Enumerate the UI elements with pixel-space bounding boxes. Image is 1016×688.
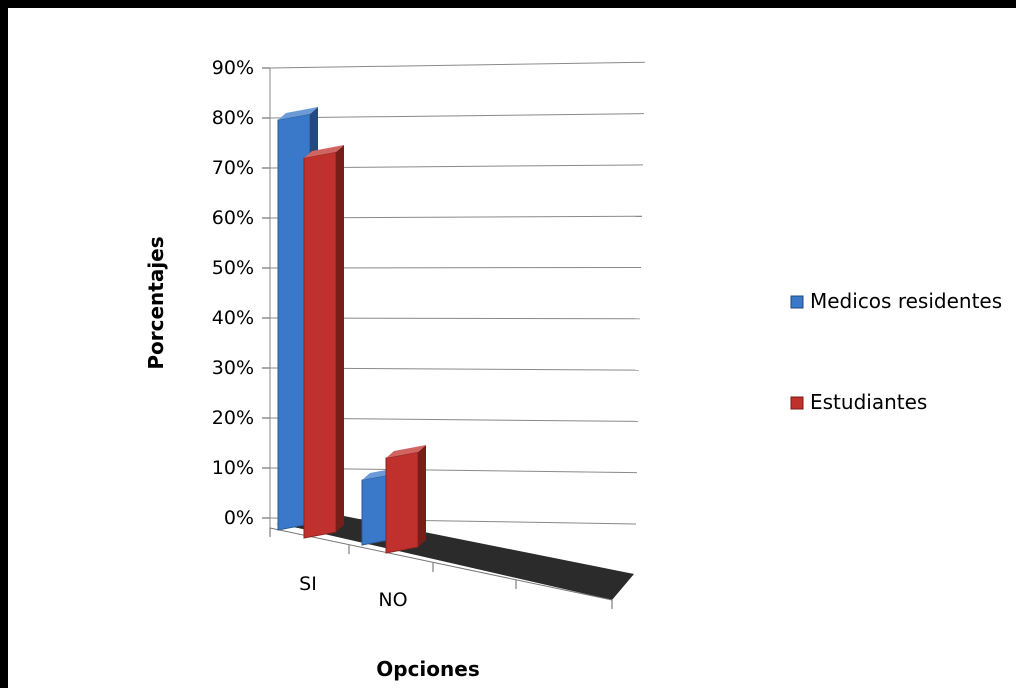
y-axis-title: Porcentajes [144,236,168,369]
legend-label: Estudiantes [810,390,927,414]
bar-estudiantes-si [303,151,337,539]
x-axis-title: Opciones [376,657,479,681]
bar-side-estudiantes-si [336,145,344,532]
bar-top-medicos-residentes-si [278,107,318,120]
legend: Medicos residentes Estudiantes [790,289,1002,414]
y-tick-label: 90% [212,57,254,79]
y-tick-label: 30% [212,357,254,379]
legend-swatch [790,396,804,410]
bar-side-estudiantes-no [418,445,426,547]
y-tick-label: 80% [212,107,254,129]
chart-frame: 0% 10% 20% 30% 40% 50% 60% 70% 80% 90% SI NO Opcione… [8,8,1016,688]
x-tick-label: NO [378,589,407,611]
y-tick-label: 20% [212,407,254,429]
axis-labels: 0% 10% 20% 30% 40% 50% 60% 70% 80% 90% SI NO Opcione… [144,57,480,681]
bar-estudiantes-no [385,451,419,554]
x-tick-label: SI [299,573,317,595]
y-tick-label: 10% [212,457,254,479]
y-tick-label: 50% [212,257,254,279]
y-tick-label: 70% [212,157,254,179]
axes [262,67,613,609]
y-tick-label: 40% [212,307,254,329]
y-tick-label: 0% [224,507,254,529]
bars [277,107,426,554]
gridline [269,61,646,69]
bar-top-estudiantes-si [304,145,344,158]
gridline [269,113,645,119]
y-tick-label: 60% [212,207,254,229]
bar-top-estudiantes-no [386,445,426,458]
bar-chart-3d: 0% 10% 20% 30% 40% 50% 60% 70% 80% 90% SI NO Opcione… [144,57,1002,681]
legend-label: Medicos residentes [810,289,1002,313]
x-axis-line [269,527,613,601]
legend-swatch [790,295,804,309]
